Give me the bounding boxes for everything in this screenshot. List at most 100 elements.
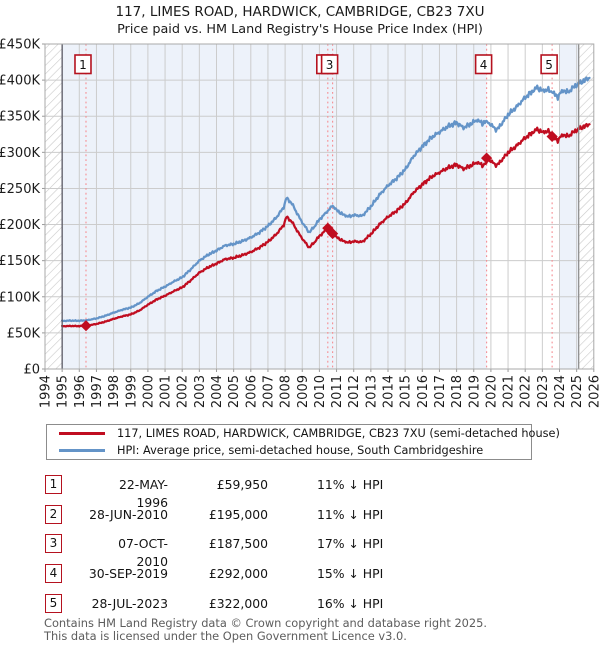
license-footer: Contains HM Land Registry data © Crown c… bbox=[44, 617, 487, 643]
x-axis-tick-label: 2001 bbox=[159, 375, 174, 408]
plot-frame bbox=[44, 43, 595, 370]
y-axis-tick-label: £350K bbox=[0, 110, 40, 125]
y-axis-tick-label: £0 bbox=[23, 363, 40, 378]
sale-number-box bbox=[474, 54, 493, 75]
x-axis-tick-label: 1999 bbox=[124, 375, 139, 408]
y-axis-tick-label: £150K bbox=[0, 254, 40, 269]
sale-hpi-diff: 11% ↓ HPI bbox=[317, 506, 384, 522]
y-axis-tick-label: £250K bbox=[0, 182, 40, 197]
sale-price: £292,000 bbox=[208, 566, 268, 582]
sale-date: 30-SEP-2019 bbox=[88, 566, 168, 582]
tint-band bbox=[559, 44, 579, 369]
sale-price: £187,500 bbox=[208, 536, 268, 552]
footer-license-line2: This data is licensed under the Open Gov… bbox=[44, 628, 407, 643]
x-axis-tick-label: 2007 bbox=[261, 375, 276, 408]
x-axis-tick-label: 2012 bbox=[347, 375, 362, 408]
sale-marker-diamond bbox=[546, 130, 558, 143]
sale-number-box-label: 3 bbox=[326, 58, 334, 72]
sale-date: 28-JUN-2010 bbox=[89, 506, 168, 522]
no-data-hatch-band bbox=[45, 44, 63, 369]
x-axis-tick-label: 2020 bbox=[484, 375, 499, 408]
property-price-line bbox=[60, 122, 591, 328]
sale-row: 4 30-SEP-2019 £292,000 15% ↓ HPI bbox=[45, 564, 585, 584]
sale-hpi-diff: 11% ↓ HPI bbox=[317, 477, 384, 492]
x-axis-tick-label: 2025 bbox=[570, 375, 585, 408]
sale-price: £59,950 bbox=[216, 477, 268, 492]
hpi-line bbox=[60, 76, 591, 323]
sale-price: £322,000 bbox=[208, 595, 268, 611]
footer-license-line1: Contains HM Land Registry data © Crown c… bbox=[44, 616, 488, 630]
x-axis-tick-label: 2017 bbox=[433, 375, 448, 408]
sale-row: 3 07-OCT-2010 £187,500 17% ↓ HPI bbox=[45, 534, 585, 569]
sale-marker-diamond bbox=[481, 152, 493, 164]
price-history-chart: 12345£0£50K£100K£150K£200K£250K£300K£350… bbox=[0, 38, 600, 409]
sale-marker-diamond bbox=[322, 222, 334, 234]
sale-marker-diamond bbox=[327, 227, 339, 240]
x-axis-tick-label: 1994 bbox=[39, 375, 54, 408]
legend-item-hpi: HPI: Average price, semi-detached house,… bbox=[47, 444, 531, 458]
y-axis-tick-label: £450K bbox=[0, 38, 40, 53]
sale-number-box-label: 4 bbox=[480, 58, 488, 72]
x-axis-tick-label: 2009 bbox=[296, 375, 311, 408]
legend-property-label: 117, LIMES ROAD, HARDWICK, CAMBRIDGE, CB… bbox=[117, 427, 560, 440]
sale-number-badge: 5 bbox=[45, 593, 62, 613]
chart-legend: 117, LIMES ROAD, HARDWICK, CAMBRIDGE, CB… bbox=[46, 424, 560, 460]
sale-hpi-diff: 15% ↓ HPI bbox=[317, 566, 384, 582]
x-axis-tick-label: 1995 bbox=[56, 375, 71, 408]
sale-number-box bbox=[320, 54, 339, 75]
sale-number-box-label: 1 bbox=[79, 58, 87, 72]
chart-title: 117, LIMES ROAD, HARDWICK, CAMBRIDGE, CB… bbox=[115, 4, 485, 20]
x-axis-tick-label: 2010 bbox=[313, 375, 328, 408]
sale-number-box bbox=[74, 54, 92, 75]
x-axis-tick-label: 2006 bbox=[244, 375, 259, 408]
x-axis-tick-label: 2016 bbox=[416, 375, 431, 408]
sale-row: 5 28-JUL-2023 £322,000 16% ↓ HPI bbox=[45, 593, 585, 614]
sale-date: 07-OCT-2010 bbox=[118, 536, 168, 570]
x-axis-tick-label: 1997 bbox=[90, 375, 105, 408]
x-axis-tick-label: 1996 bbox=[73, 375, 88, 408]
x-axis-tick-label: 2015 bbox=[399, 375, 414, 408]
sale-number-badge: 4 bbox=[45, 564, 62, 584]
legend-item-property: 117, LIMES ROAD, HARDWICK, CAMBRIDGE, CB… bbox=[47, 427, 560, 441]
property-line-swatch bbox=[59, 431, 105, 436]
x-axis-tick-label: 2011 bbox=[330, 375, 345, 408]
x-axis-tick-label: 2021 bbox=[502, 375, 517, 408]
sale-marker-diamond bbox=[80, 320, 92, 332]
x-axis-tick-label: 2019 bbox=[467, 375, 482, 408]
sale-number-box bbox=[540, 54, 558, 75]
sale-number-badge: 1 bbox=[45, 475, 62, 494]
x-axis-tick-label: 2005 bbox=[227, 375, 242, 408]
x-axis-tick-label: 2004 bbox=[210, 375, 225, 408]
x-axis-tick-label: 2022 bbox=[519, 375, 534, 408]
no-data-hatch-band bbox=[578, 44, 594, 369]
sale-row: 1 22-MAY-1996 £59,950 11% ↓ HPI bbox=[45, 475, 585, 510]
sale-date: 22-MAY-1996 bbox=[118, 477, 168, 510]
x-axis-tick-label: 2023 bbox=[536, 375, 551, 408]
sale-price: £195,000 bbox=[208, 506, 268, 522]
sale-number-box-label: 5 bbox=[545, 58, 553, 72]
x-axis-tick-label: 2000 bbox=[141, 375, 156, 408]
y-axis-tick-label: £400K bbox=[0, 74, 40, 89]
x-axis-tick-label: 2014 bbox=[382, 375, 397, 408]
x-axis-tick-label: 1998 bbox=[107, 375, 122, 408]
chart-subtitle: Price paid vs. HM Land Registry's House … bbox=[117, 22, 483, 37]
sale-date: 28-JUL-2023 bbox=[91, 595, 168, 611]
gridlines bbox=[45, 44, 594, 369]
sale-hpi-diff: 17% ↓ HPI bbox=[317, 536, 384, 552]
legend-hpi-label: HPI: Average price, semi-detached house,… bbox=[117, 444, 484, 457]
y-axis-tick-label: £200K bbox=[0, 218, 40, 233]
sale-number-badge: 2 bbox=[45, 504, 62, 524]
tint-band bbox=[62, 44, 487, 369]
x-axis-tick-label: 2008 bbox=[279, 375, 294, 408]
hpi-line-swatch bbox=[59, 448, 105, 453]
x-axis-tick-label: 2002 bbox=[176, 375, 191, 408]
sale-hpi-diff: 16% ↓ HPI bbox=[317, 595, 384, 611]
y-axis-tick-label: £50K bbox=[7, 326, 41, 341]
x-axis-tick-label: 2003 bbox=[193, 375, 208, 408]
x-axis-tick-label: 2026 bbox=[587, 375, 600, 408]
sale-number-badge: 3 bbox=[45, 534, 62, 554]
y-axis-tick-label: £100K bbox=[0, 290, 40, 305]
x-axis-tick-label: 2018 bbox=[450, 375, 465, 408]
x-axis-tick-label: 2024 bbox=[553, 375, 568, 408]
